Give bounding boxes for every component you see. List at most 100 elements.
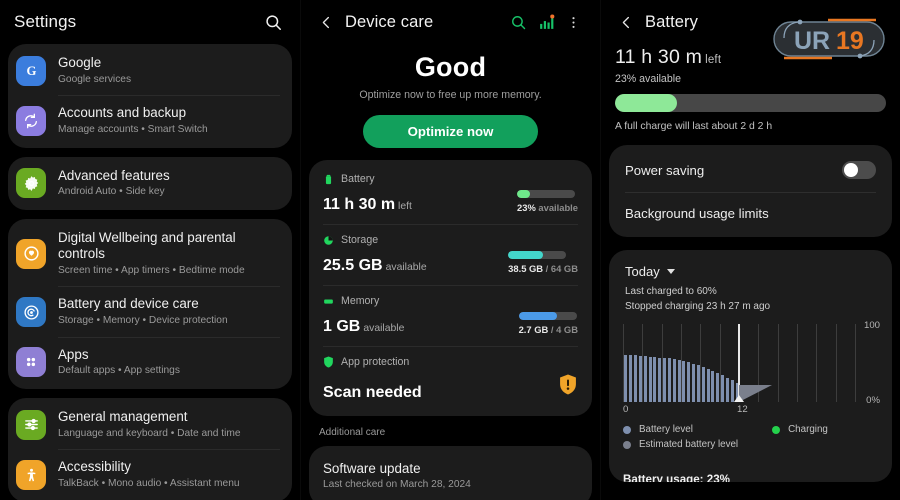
- storage-pie-icon: [323, 235, 334, 246]
- warning-shield-icon: [558, 373, 578, 402]
- page-title: Battery: [645, 12, 698, 31]
- chart-gridline: [681, 324, 682, 402]
- chart-bar: [687, 362, 691, 402]
- battery-header: Battery: [601, 0, 900, 44]
- chart-bar: [672, 359, 676, 402]
- chart-xtick-12: 12: [737, 404, 748, 415]
- apps-icon: [16, 347, 46, 378]
- chart-bar: [643, 355, 647, 402]
- chevron-down-icon[interactable]: [666, 269, 675, 274]
- sidebar-item-title: Google: [58, 55, 102, 70]
- chart-bar: [677, 359, 681, 402]
- google-icon: G: [16, 55, 46, 86]
- watermark-logo: UR 19: [770, 16, 888, 62]
- sidebar-item-subtitle: Manage accounts • Smart Switch: [58, 123, 208, 135]
- battery-usage-summary: Battery usage: 23%: [623, 473, 730, 482]
- chart-bar: [648, 356, 652, 402]
- last-charged-text: Last charged to 60%: [625, 286, 717, 297]
- memory-icon: [323, 296, 334, 307]
- metric-label: Battery: [323, 173, 578, 185]
- settings-group: General management Language and keyboard …: [8, 398, 292, 500]
- sidebar-item-title: Advanced features: [58, 167, 170, 183]
- legend-item-battery-level: Battery level: [623, 424, 738, 435]
- metric-progress-bar: [518, 312, 577, 320]
- device-status: Good Optimize now to free up more memory…: [301, 44, 600, 160]
- battery-usage-card: Today Last charged to 60% Stopped chargi…: [609, 250, 892, 482]
- chart-bar: [735, 382, 739, 402]
- metric-row-battery[interactable]: Battery 11 h 30 m left 23% available: [309, 164, 592, 224]
- metric-label-text: Battery: [341, 173, 375, 185]
- metric-row-memory[interactable]: Memory 1 GB available 2.7 GB / 4 GB: [309, 286, 592, 346]
- back-arrow-icon[interactable]: [315, 11, 337, 33]
- sidebar-item-digital-wellbeing-and-parental-controls[interactable]: Digital Wellbeing and parental controls S…: [8, 221, 292, 286]
- watermark-accent-text: 19: [836, 27, 864, 55]
- chart-xtick-0: 0: [623, 404, 629, 415]
- chart-gridline: [855, 324, 856, 402]
- metric-gauge: 2.7 GB / 4 GB: [518, 312, 578, 336]
- sidebar-item-advanced-features[interactable]: Advanced features Android Auto • Side key: [8, 159, 292, 208]
- wellbeing-icon: [16, 238, 46, 269]
- software-update-title: Software update: [323, 461, 421, 476]
- chart-bar: [638, 355, 642, 402]
- chart-bar: [629, 355, 633, 402]
- metric-row-app-protection[interactable]: App protection Scan needed: [309, 347, 592, 412]
- divider: [323, 346, 578, 347]
- sidebar-item-google[interactable]: G Google Google services: [8, 46, 292, 95]
- software-update-card[interactable]: Software update Last checked on March 28…: [309, 446, 592, 500]
- settings-group: Advanced features Android Auto • Side key: [8, 156, 292, 210]
- chart-ytick-bottom: 0%: [866, 395, 880, 406]
- legend-dot: [772, 425, 781, 434]
- status-word: Good: [414, 52, 487, 82]
- battery-time-left: 11 h 30 m left: [615, 46, 722, 68]
- metric-label-text: Storage: [341, 234, 379, 246]
- sidebar-item-subtitle: Storage • Memory • Device protection: [58, 314, 228, 326]
- back-arrow-icon[interactable]: [615, 11, 637, 33]
- sidebar-item-accounts-and-backup[interactable]: Accounts and backup Manage accounts • Sma…: [8, 96, 292, 145]
- battery-summary: 11 h 30 m left 23% available A full charg…: [601, 44, 900, 132]
- sidebar-item-apps[interactable]: Apps Default apps • App settings: [8, 338, 292, 387]
- metric-gauge: 23% available: [517, 190, 578, 214]
- overflow-menu-icon[interactable]: [560, 9, 586, 35]
- legend-dot: [623, 440, 631, 449]
- legend-item-charging: Charging: [772, 424, 828, 435]
- sidebar-item-title: Battery and device care: [58, 296, 199, 312]
- chart-marker-tip: [734, 395, 744, 402]
- chart-gridline: [623, 324, 624, 402]
- stopped-charging-text: Stopped charging 23 h 27 m ago: [625, 300, 771, 312]
- sidebar-item-accessibility[interactable]: Accessibility TalkBack • Mono audio • Ass…: [8, 450, 292, 499]
- chart-bar: [711, 370, 715, 402]
- sidebar-item-subtitle: Default apps • App settings: [58, 365, 180, 377]
- chart-gridline: [777, 324, 779, 402]
- chart-legend: Battery level Estimated battery level Ch…: [623, 424, 878, 450]
- power-saving-toggle[interactable]: [842, 161, 876, 179]
- sidebar-item-battery-and-device-care[interactable]: Battery and device care Storage • Memory …: [8, 287, 292, 336]
- divider: [58, 449, 280, 451]
- chart-bar: [701, 366, 705, 402]
- chart-bar: [624, 355, 628, 402]
- power-saving-row[interactable]: Power saving: [609, 148, 892, 192]
- optimize-now-button[interactable]: Optimize now: [363, 115, 538, 148]
- bar-chart-icon[interactable]: [533, 9, 559, 35]
- device-care-header: Device care: [301, 0, 600, 44]
- settings-list: G Google Google services Accounts and backu…: [0, 44, 300, 500]
- search-icon[interactable]: [260, 9, 286, 35]
- chart-gridline: [642, 324, 644, 402]
- chart-bar: [730, 380, 734, 402]
- chart-gridline: [816, 324, 818, 402]
- legend-dot: [623, 425, 631, 434]
- chart-gridline: [797, 324, 798, 402]
- chart-bar: [696, 365, 700, 402]
- search-icon[interactable]: [505, 9, 531, 35]
- accessibility-icon: [16, 460, 46, 491]
- metric-row-storage[interactable]: Storage 25.5 GB available 38.5 GB / 64 GB: [309, 225, 592, 285]
- watermark-primary-text: UR: [794, 27, 830, 55]
- sidebar-item-subtitle: Language and keyboard • Date and time: [58, 427, 241, 439]
- today-selector[interactable]: Today: [609, 253, 892, 281]
- background-usage-limits-row[interactable]: Background usage limits: [609, 193, 892, 234]
- settings-group: G Google Google services Accounts and backu…: [8, 44, 292, 148]
- chart-ytick-top: 100: [863, 320, 880, 331]
- software-update-subtitle: Last checked on March 28, 2024: [323, 479, 471, 490]
- sidebar-item-general-management[interactable]: General management Language and keyboard …: [8, 400, 292, 449]
- metric-value: 1 GB available: [323, 318, 405, 335]
